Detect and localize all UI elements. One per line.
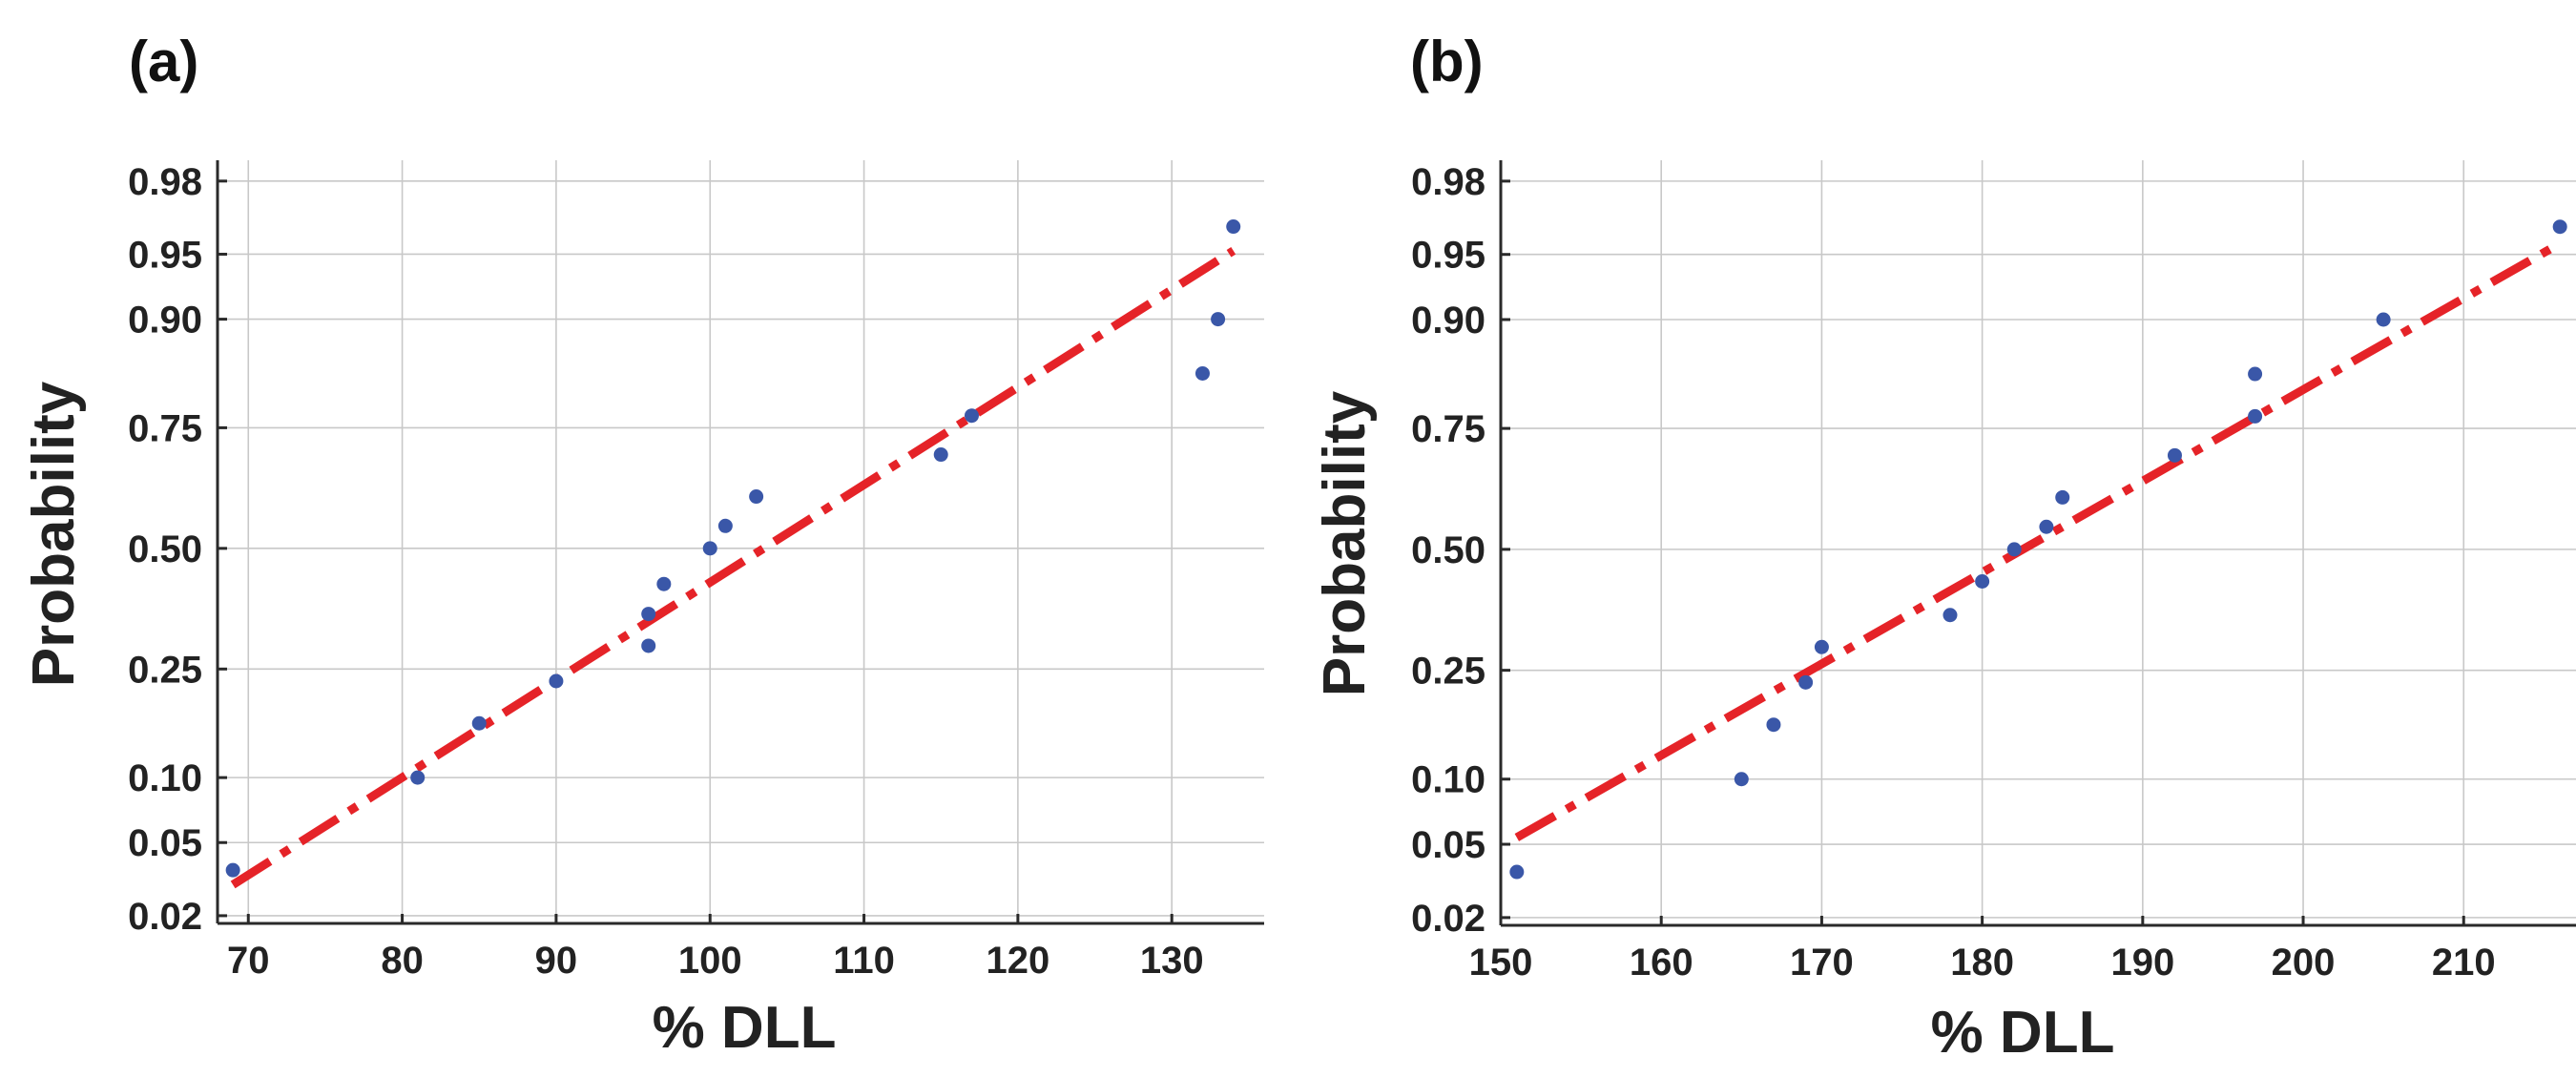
- y-tick-label: 0.25: [1411, 651, 1485, 693]
- data-point: [2552, 219, 2567, 235]
- data-point: [410, 770, 426, 785]
- data-point: [1509, 864, 1525, 880]
- chart-panel-a: (a) 70 80 90 100 110 120 130 0.02 0.05 0.10 0.25 0.…: [21, 30, 1264, 1061]
- panel-label-a: (a): [129, 30, 198, 93]
- data-point: [2248, 366, 2263, 382]
- chart-panel-b: (b) 150 160 170 180 190 200 210 0.02 0.05 0.10 0.2…: [1312, 30, 2576, 1066]
- y-tick-label: 0.02: [128, 896, 202, 938]
- y-tick-label: 0.98: [1411, 161, 1485, 203]
- y-tick-label: 0.98: [128, 161, 202, 203]
- data-point: [702, 541, 717, 556]
- x-tick-label: 190: [2110, 942, 2174, 984]
- x-tick-label: 70: [227, 940, 270, 982]
- data-point: [471, 715, 487, 731]
- data-point: [1798, 674, 1814, 690]
- data-point: [1766, 717, 1781, 733]
- y-tick-label: 0.05: [128, 822, 202, 864]
- data-point: [2376, 312, 2391, 327]
- x-tick-label: 80: [381, 940, 424, 982]
- y-tick-label: 0.95: [128, 234, 202, 276]
- ticks-a: 70 80 90 100 110 120 130 0.02 0.05 0.10 0.25 0.50 0.…: [128, 161, 1203, 982]
- data-point: [1734, 772, 1749, 787]
- x-axis-title-a: % DLL: [653, 995, 837, 1061]
- x-tick-label: 180: [1950, 942, 2014, 984]
- y-tick-label: 0.95: [1411, 235, 1485, 277]
- ticks-b: 150 160 170 180 190 200 210 0.02 0.05 0.10 0.25 0.5…: [1411, 161, 2495, 984]
- fit-line-b: [1514, 239, 2563, 841]
- data-point: [1226, 219, 1241, 235]
- x-tick-label: 160: [1630, 942, 1693, 984]
- fit-line: [1514, 239, 2563, 841]
- x-tick-label: 100: [678, 940, 742, 982]
- axes-a: [216, 160, 1264, 925]
- data-point: [1195, 365, 1210, 381]
- panel-label-b: (b): [1410, 30, 1484, 93]
- y-tick-label: 0.10: [1411, 759, 1485, 801]
- x-tick-label: 200: [2272, 942, 2336, 984]
- y-tick-label: 0.90: [128, 300, 202, 342]
- y-tick-label: 0.25: [128, 649, 202, 691]
- y-tick-label: 0.05: [1411, 824, 1485, 866]
- data-point: [656, 576, 672, 591]
- y-tick-label: 0.02: [1411, 898, 1485, 940]
- points-a: [225, 219, 1241, 878]
- axes-b: [1499, 160, 2576, 927]
- data-point: [2055, 489, 2070, 505]
- data-point: [2167, 447, 2182, 463]
- x-tick-label: 90: [535, 940, 578, 982]
- data-point: [2248, 408, 2263, 424]
- y-tick-label: 0.50: [1411, 529, 1485, 571]
- data-point: [749, 489, 764, 505]
- grid-b: [1500, 160, 2576, 925]
- y-axis-title-b: Probability: [1312, 390, 1378, 696]
- data-point: [2006, 542, 2022, 557]
- y-tick-label: 0.50: [128, 528, 202, 570]
- data-point: [1942, 608, 1958, 623]
- data-point: [2039, 519, 2054, 534]
- x-tick-label: 170: [1790, 942, 1854, 984]
- fit-line-a: [230, 246, 1236, 889]
- y-axis-title-a: Probability: [21, 381, 87, 687]
- data-point: [641, 607, 656, 622]
- points-b: [1509, 219, 2567, 880]
- data-point: [549, 673, 564, 689]
- data-point: [1975, 574, 1990, 590]
- x-tick-label: 210: [2432, 942, 2496, 984]
- x-tick-label: 110: [833, 940, 895, 982]
- y-tick-label: 0.90: [1411, 300, 1485, 342]
- x-tick-label: 150: [1469, 942, 1533, 984]
- data-point: [641, 638, 656, 653]
- data-point: [933, 447, 948, 463]
- data-point: [964, 408, 979, 424]
- x-axis-title-b: % DLL: [1931, 1000, 2115, 1066]
- data-point: [1211, 312, 1226, 327]
- grid-a: [218, 160, 1264, 923]
- fit-line: [230, 246, 1236, 889]
- data-point: [1814, 639, 1829, 654]
- data-point: [717, 518, 733, 533]
- data-point: [225, 862, 240, 878]
- x-tick-label: 120: [987, 940, 1050, 982]
- y-tick-label: 0.75: [128, 407, 202, 449]
- x-tick-label: 130: [1140, 940, 1204, 982]
- y-tick-label: 0.10: [128, 757, 202, 799]
- y-tick-label: 0.75: [1411, 408, 1485, 450]
